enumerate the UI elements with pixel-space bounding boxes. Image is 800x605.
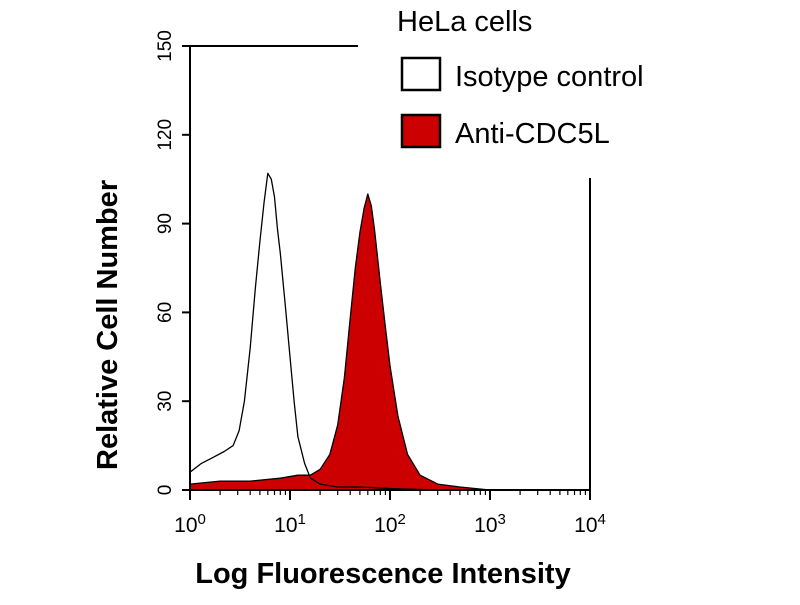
series-line-isotype-control <box>189 172 590 491</box>
series-line-anti-cdc5l <box>189 193 590 491</box>
x-tick-label-1: 101 <box>274 511 306 538</box>
x-tick-label-2: 102 <box>374 511 406 538</box>
y-tick-label-30: 30 <box>155 391 176 412</box>
y-tick-label-120: 120 <box>155 119 176 151</box>
legend-label-isotype-control: Isotype control <box>455 61 644 93</box>
legend-swatch-anti-cdc5l <box>400 113 442 149</box>
legend-swatch-isotype-control <box>400 56 442 92</box>
x-tick-label-3: 103 <box>474 511 506 538</box>
legend: Isotype control Anti-CDC5L <box>400 56 644 150</box>
y-tick-label-150: 150 <box>155 30 176 62</box>
x-tick-label-4: 104 <box>574 511 606 538</box>
series-area-anti-cdc5l <box>190 194 590 490</box>
y-tick-label-60: 60 <box>155 302 176 323</box>
x-tick-label-0: 100 <box>174 511 206 538</box>
y-tick-label-90: 90 <box>155 213 176 234</box>
y-tick-label-0: 0 <box>155 485 176 496</box>
chart-title: HeLa cells <box>397 6 532 38</box>
legend-label-anti-cdc5l: Anti-CDC5L <box>455 118 610 150</box>
y-axis-title: Relative Cell Number <box>92 180 124 470</box>
x-axis-title: Log Fluorescence Intensity <box>195 558 570 590</box>
